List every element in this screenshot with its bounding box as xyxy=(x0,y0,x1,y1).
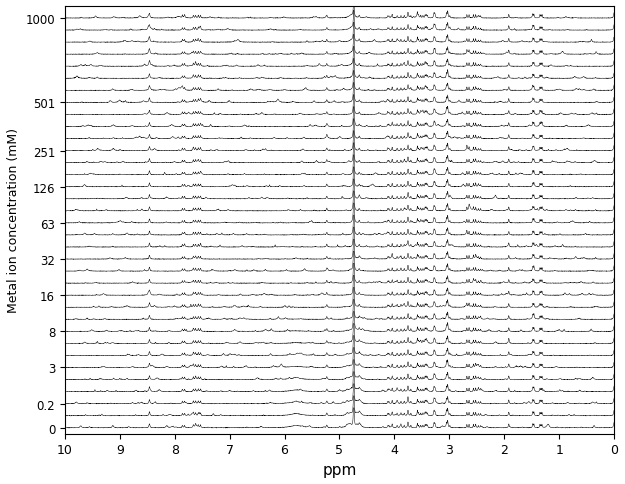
X-axis label: ppm: ppm xyxy=(322,462,357,477)
Y-axis label: Metal ion concentration (mM): Metal ion concentration (mM) xyxy=(7,128,20,313)
